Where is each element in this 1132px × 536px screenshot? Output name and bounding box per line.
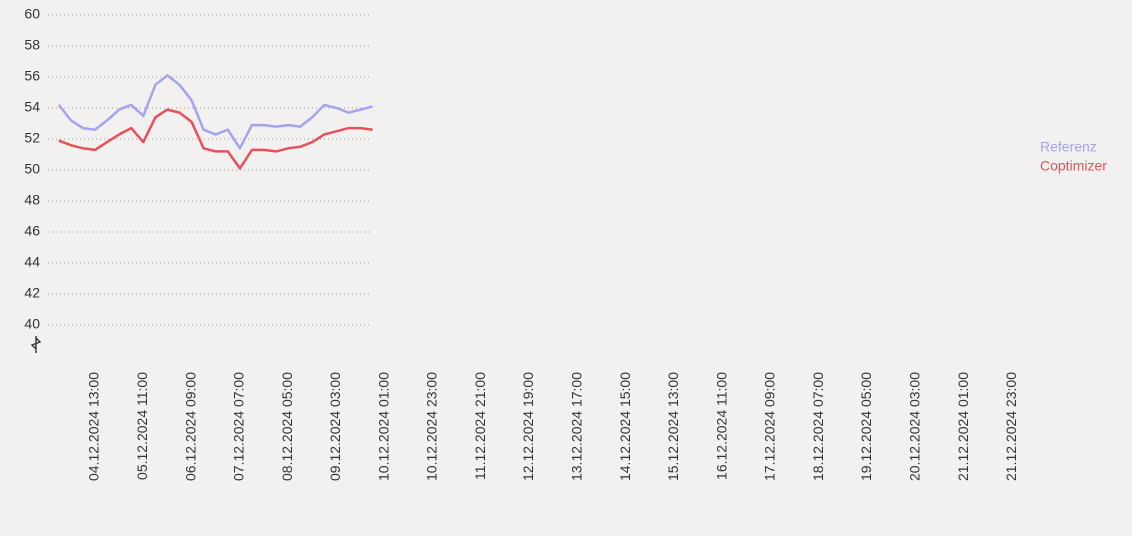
x-tick-label: 15.12.2024 13:00 <box>665 372 681 481</box>
x-tick-label: 17.12.2024 09:00 <box>762 372 778 481</box>
y-tick-label: 48 <box>24 192 40 208</box>
series-line <box>57 74 373 150</box>
series-line <box>58 108 373 170</box>
y-tick-label: 54 <box>24 99 40 115</box>
x-tick-label: 11.12.2024 21:00 <box>472 372 488 480</box>
y-tick-label: 52 <box>24 130 40 146</box>
x-tick-label: 16.12.2024 11:00 <box>713 372 729 480</box>
y-tick-label: 50 <box>24 161 40 177</box>
y-tick-label: 44 <box>24 254 40 270</box>
x-tick-label: 06.12.2024 09:00 <box>182 372 198 481</box>
x-tick-label: 10.12.2024 01:00 <box>375 372 391 481</box>
x-tick-label: 10.12.2024 23:00 <box>424 372 440 481</box>
y-tick-label: 40 <box>24 316 40 332</box>
x-tick-label: 07.12.2024 07:00 <box>231 372 247 481</box>
x-tick-label: 09.12.2024 03:00 <box>327 372 343 481</box>
legend-entry: Referenz <box>1040 139 1097 155</box>
y-tick-label: 42 <box>24 285 40 301</box>
x-tick-label: 08.12.2024 05:00 <box>279 372 295 481</box>
x-tick-label: 19.12.2024 05:00 <box>858 372 874 481</box>
y-tick-label: 58 <box>24 37 40 53</box>
x-tick-label: 18.12.2024 07:00 <box>810 372 826 481</box>
y-tick-label: 60 <box>24 6 40 22</box>
legend-entry: Coptimizer <box>1040 158 1107 174</box>
x-tick-label: 20.12.2024 03:00 <box>906 372 922 481</box>
y-tick-label: 46 <box>24 223 40 239</box>
axis-break <box>30 336 42 353</box>
x-tick-label: 13.12.2024 17:00 <box>569 372 585 481</box>
x-tick-label: 12.12.2024 19:00 <box>520 372 536 481</box>
x-tick-label: 05.12.2024 11:00 <box>134 372 150 480</box>
x-tick-label: 21.12.2024 01:00 <box>955 372 971 481</box>
x-tick-label: 14.12.2024 15:00 <box>617 372 633 481</box>
y-tick-label: 56 <box>24 68 40 84</box>
x-tick-label: 21.12.2024 23:00 <box>1003 372 1019 481</box>
x-tick-label: 04.12.2024 13:00 <box>86 372 102 481</box>
